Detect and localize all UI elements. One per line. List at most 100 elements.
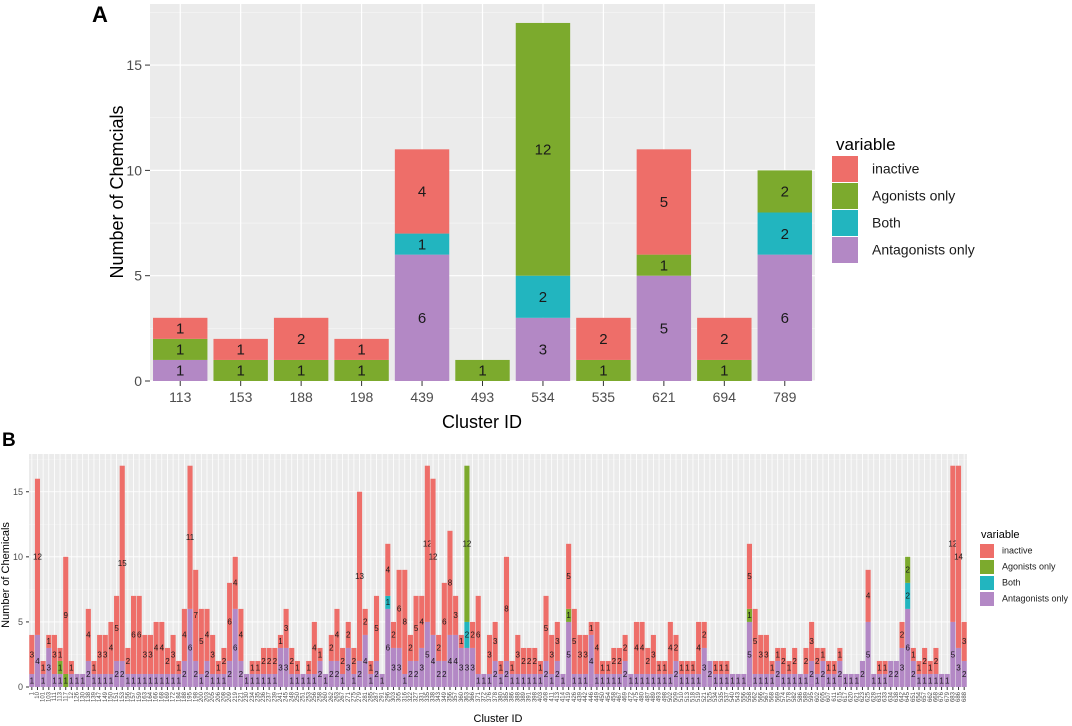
- bar-segment-inactive: [679, 660, 685, 674]
- data-label: 2: [860, 670, 865, 679]
- bar-segment-inactive: [289, 647, 295, 674]
- bar-segment-inactive: [537, 660, 543, 674]
- x-tick-label: 349: [442, 691, 448, 702]
- bar-segment-inactive: [922, 647, 928, 674]
- data-label: 3: [143, 650, 148, 659]
- bar-segment-inactive: [950, 465, 956, 622]
- bar-segment-inactive: [232, 556, 238, 609]
- data-label: 3: [539, 342, 547, 359]
- x-tick-label: 442: [583, 691, 589, 702]
- data-label: 1: [58, 663, 63, 672]
- data-label: 1: [730, 676, 735, 685]
- bar-segment-inactive: [328, 634, 334, 661]
- data-label: 1: [216, 676, 221, 685]
- data-label: 3: [962, 637, 967, 646]
- data-label: 1: [928, 663, 933, 672]
- y-tick-label: 10: [13, 552, 23, 562]
- bar-segment-antagonists: [837, 660, 843, 687]
- bar-segment-antagonists: [809, 660, 815, 687]
- data-label: 3: [516, 650, 521, 659]
- x-tick-label: 208: [222, 691, 228, 702]
- x-tick-label: 413: [555, 691, 561, 702]
- data-label: 1: [538, 676, 543, 685]
- data-label: 1: [69, 676, 74, 685]
- data-label: 4: [86, 631, 91, 640]
- bar-segment-antagonists: [193, 660, 199, 687]
- x-tick-label: 386: [510, 691, 516, 702]
- data-label: 2: [894, 670, 899, 679]
- bar-segment-inactive: [114, 595, 120, 661]
- bar-segment-inactive: [769, 660, 775, 674]
- bar-segment-inactive: [424, 465, 430, 622]
- data-label: 2: [781, 184, 789, 201]
- x-tick-label: 331: [419, 691, 425, 702]
- data-label: 3: [578, 650, 583, 659]
- bar-segment-antagonists: [673, 660, 679, 687]
- bar-segment-antagonists: [142, 673, 148, 687]
- x-tick-label: 617: [843, 691, 849, 702]
- bar-segment-antagonists: [888, 660, 894, 687]
- data-label: 5: [425, 650, 430, 659]
- bar-segment-inactive: [317, 647, 323, 661]
- x-tick-label: 518: [691, 691, 697, 702]
- data-label: 12: [462, 540, 471, 549]
- x-tick-label: 372: [481, 691, 487, 702]
- bar-segment-antagonists: [933, 673, 939, 687]
- bar-segment-inactive: [402, 569, 408, 674]
- bar-segment-inactive: [385, 543, 391, 596]
- x-tick-label: 248: [289, 691, 295, 702]
- data-label: 2: [674, 670, 679, 679]
- bar-segment-antagonists: [362, 634, 368, 687]
- data-label: 1: [804, 676, 809, 685]
- x-tick-label: 239: [272, 691, 278, 702]
- x-tick-label: 356: [448, 691, 454, 702]
- panel-a-y-axis-label: Number of Chemcials: [107, 105, 127, 278]
- bar-segment-inactive: [97, 634, 103, 674]
- bar-segment-inactive: [611, 647, 617, 674]
- data-label: 1: [775, 650, 780, 659]
- data-label: 3: [148, 650, 153, 659]
- x-tick-label: 200: [199, 691, 205, 702]
- bar-segment-antagonists: [345, 647, 351, 687]
- data-label: 2: [533, 657, 538, 666]
- bar-segment-antagonists: [373, 660, 380, 687]
- data-label: 4: [312, 644, 317, 653]
- data-label: 4: [109, 644, 114, 653]
- data-label: 1: [352, 676, 357, 685]
- data-label: 1: [306, 663, 311, 672]
- data-label: 1: [634, 676, 639, 685]
- data-label: 6: [227, 618, 232, 627]
- x-tick-label: 446: [589, 691, 595, 702]
- bar-segment-inactive: [656, 660, 662, 674]
- bar-segment-inactive: [441, 582, 447, 661]
- data-label: 2: [720, 331, 728, 348]
- bar-segment-antagonists: [520, 673, 526, 687]
- bar-segment-antagonists: [775, 660, 781, 687]
- data-label: 2: [352, 657, 357, 666]
- data-label: 2: [804, 657, 809, 666]
- x-tick-label: 151: [114, 691, 120, 702]
- y-tick-label: 15: [126, 57, 142, 73]
- bar-segment-antagonists: [153, 673, 159, 687]
- data-label: 2: [544, 670, 549, 679]
- bar-segment-inactive: [260, 647, 267, 674]
- bar-segment-inactive: [594, 621, 600, 674]
- data-label: 1: [30, 676, 35, 685]
- bar-segment-inactive: [345, 621, 351, 648]
- data-label: 1: [52, 676, 57, 685]
- data-label: 1: [177, 663, 182, 672]
- bar-segment-inactive: [153, 621, 159, 674]
- x-tick-label: 203: [205, 691, 211, 702]
- bar-segment-inactive: [639, 621, 645, 674]
- bar-segment-antagonists: [130, 673, 137, 687]
- bar-segment-inactive: [746, 543, 752, 609]
- data-label: 3: [555, 637, 560, 646]
- data-label: 1: [210, 676, 215, 685]
- data-label: 1: [369, 663, 374, 672]
- x-tick-label: 540: [730, 691, 736, 702]
- x-tick-label: 388: [515, 691, 521, 702]
- data-label: 1: [476, 676, 481, 685]
- data-label: 8: [448, 579, 453, 588]
- data-label: 13: [355, 572, 364, 581]
- bar-segment-antagonists: [679, 673, 685, 687]
